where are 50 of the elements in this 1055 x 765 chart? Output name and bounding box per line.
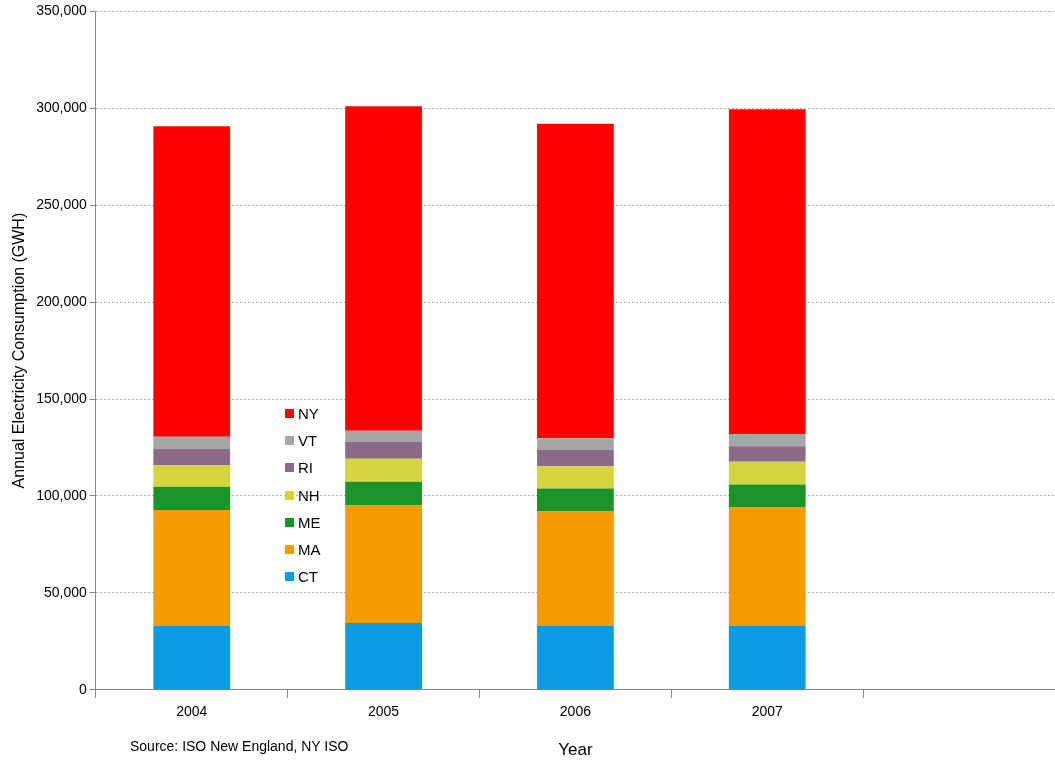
- y-tick-label: 150,000: [36, 389, 88, 406]
- bar: [537, 123, 614, 439]
- x-tick-label: 2005: [367, 703, 400, 720]
- bar: [728, 433, 806, 447]
- y-tick-label: 200,000: [36, 293, 88, 309]
- bar: [728, 446, 806, 462]
- legend-label: VT: [298, 432, 318, 450]
- bar: [153, 486, 231, 511]
- legend-label: RI: [298, 459, 313, 477]
- legend-label: MA: [298, 541, 321, 559]
- bar: [153, 436, 231, 450]
- bar: [537, 438, 614, 451]
- x-axis-title: Year: [558, 740, 593, 760]
- bar: [345, 106, 422, 431]
- y-tick-label: 0: [79, 680, 88, 697]
- y-tick-label: 300,000: [36, 99, 88, 116]
- bar: [153, 449, 231, 465]
- bar: [728, 109, 806, 434]
- legend-label: CT: [298, 568, 318, 586]
- bar: [153, 464, 231, 487]
- legend-label: NY: [298, 405, 319, 423]
- y-axis-title: Annual Electricity Consumption (GWH): [10, 212, 28, 489]
- x-tick-label: 2004: [176, 703, 208, 720]
- bar: [728, 461, 806, 485]
- bar: [153, 126, 231, 437]
- bar: [537, 511, 614, 626]
- x-tick-label: 2007: [751, 703, 784, 720]
- bar: [345, 622, 422, 690]
- y-tick-label: 50,000: [43, 583, 88, 600]
- bar: [153, 625, 231, 690]
- bar: [537, 466, 614, 489]
- bar: [728, 507, 806, 626]
- y-tick-label: 350,000: [36, 2, 88, 19]
- bar: [728, 625, 806, 690]
- bar: [345, 505, 422, 623]
- bar: [537, 625, 614, 690]
- legend-label: NH: [298, 486, 320, 504]
- x-tick-label: 2006: [559, 703, 592, 720]
- bar: [537, 488, 614, 512]
- source-note: Source: ISO New England, NY ISO: [130, 738, 349, 754]
- legend-label: ME: [298, 513, 321, 531]
- bar: [345, 458, 422, 482]
- bar: [537, 450, 614, 467]
- bar: [728, 484, 806, 508]
- y-tick-label: 100,000: [36, 486, 88, 503]
- bar: [345, 481, 422, 506]
- y-tick-label: 250,000: [36, 196, 88, 213]
- bar: [345, 442, 422, 459]
- bar: [345, 430, 422, 443]
- bar: [153, 510, 231, 626]
